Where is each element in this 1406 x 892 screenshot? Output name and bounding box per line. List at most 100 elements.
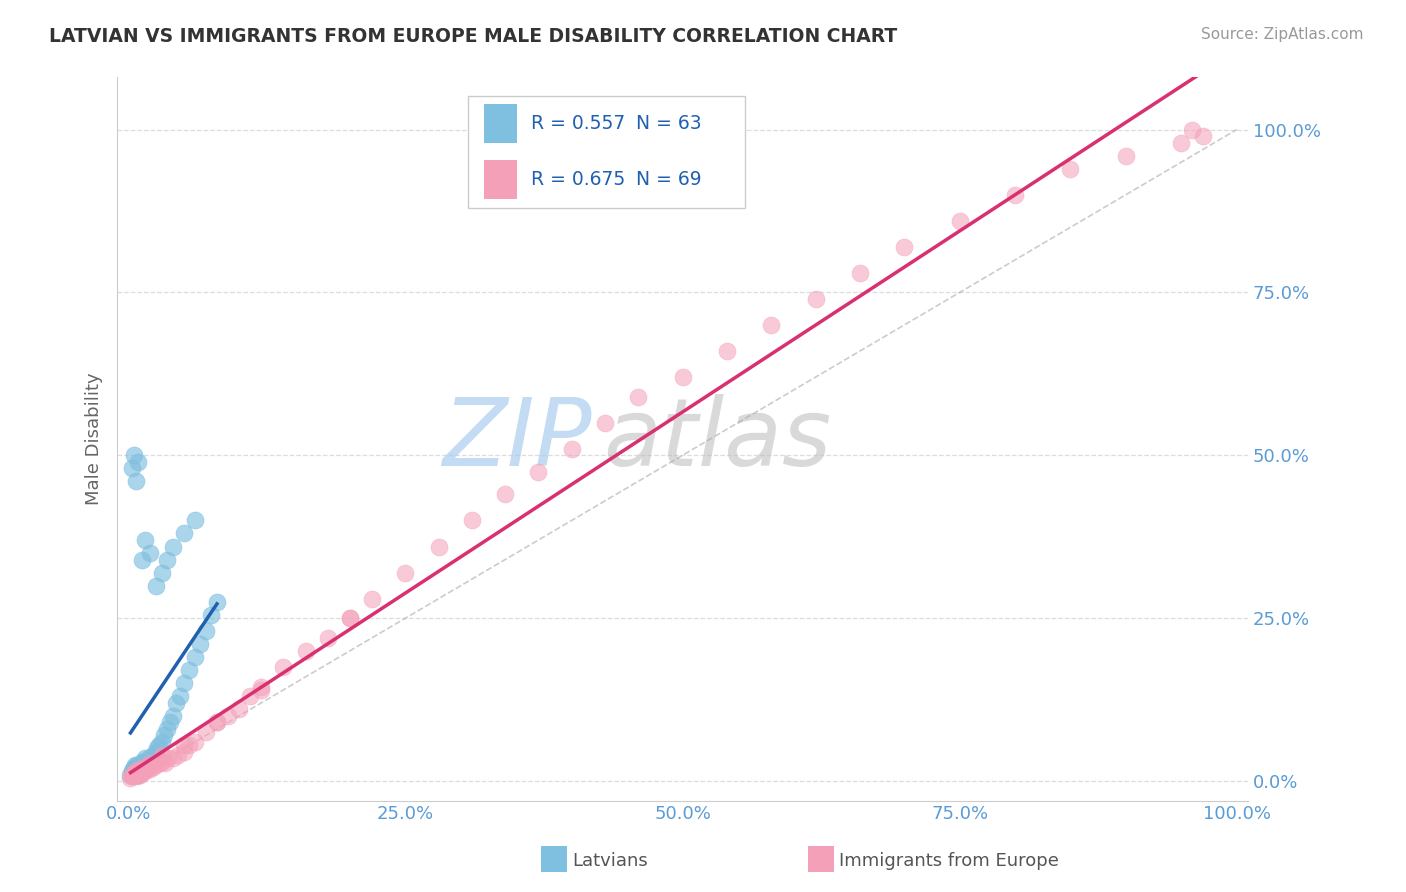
Point (893, 240, 915, 254)
Point (131, 766, 153, 780)
Point (120, 771, 142, 785)
Point (135, 757, 157, 772)
Point (136, 755, 159, 769)
Point (124, 757, 146, 772)
Point (716, 344, 738, 359)
Point (142, 747, 165, 762)
Point (125, 767, 148, 781)
Point (250, 682, 273, 697)
Point (136, 757, 159, 772)
Text: Immigrants from Europe: Immigrants from Europe (839, 852, 1059, 870)
Point (169, 690, 191, 704)
Point (157, 751, 180, 765)
Point (339, 611, 361, 625)
Point (173, 526, 195, 541)
Point (129, 764, 152, 779)
Point (135, 762, 157, 776)
FancyBboxPatch shape (468, 95, 745, 208)
Point (150, 566, 173, 580)
Point (205, 715, 228, 730)
Point (121, 769, 143, 783)
Point (527, 465, 550, 479)
Text: R = 0.675: R = 0.675 (531, 170, 626, 189)
FancyBboxPatch shape (484, 160, 517, 200)
Point (124, 766, 146, 780)
Point (128, 764, 150, 779)
Point (142, 747, 165, 762)
Point (131, 755, 153, 769)
Point (671, 370, 693, 384)
Point (127, 757, 149, 772)
Point (162, 540, 184, 554)
Text: N = 63: N = 63 (636, 114, 702, 133)
Point (156, 552, 179, 566)
Point (128, 757, 150, 772)
Point (128, 764, 150, 779)
Point (173, 676, 195, 690)
Point (173, 745, 195, 759)
Point (1192, 129, 1215, 144)
Point (125, 764, 148, 779)
Point (179, 663, 201, 677)
Point (134, 533, 156, 547)
Point (294, 644, 316, 658)
Point (134, 761, 156, 775)
Text: Latvians: Latvians (572, 852, 648, 870)
Point (127, 769, 149, 783)
Point (217, 709, 239, 723)
Point (122, 767, 145, 781)
Point (949, 214, 972, 228)
Point (205, 595, 228, 609)
Point (849, 266, 872, 280)
Point (1115, 148, 1137, 162)
Point (141, 751, 163, 765)
Point (131, 755, 153, 769)
Text: LATVIAN VS IMMIGRANTS FROM EUROPE MALE DISABILITY CORRELATION CHART: LATVIAN VS IMMIGRANTS FROM EUROPE MALE D… (49, 27, 897, 45)
Point (156, 722, 179, 736)
Point (122, 766, 145, 780)
Text: N = 69: N = 69 (636, 170, 702, 189)
Point (339, 611, 361, 625)
Point (593, 416, 616, 430)
Point (804, 292, 827, 306)
Point (194, 624, 217, 639)
Point (316, 631, 339, 645)
Point (1170, 136, 1192, 150)
Point (361, 591, 384, 606)
Point (250, 680, 273, 694)
Point (145, 745, 167, 759)
Text: ZIP: ZIP (443, 393, 592, 484)
Point (139, 756, 162, 770)
Point (131, 552, 153, 566)
Point (167, 747, 190, 762)
Point (128, 762, 150, 776)
Point (127, 766, 149, 780)
Point (125, 761, 148, 775)
Point (124, 767, 146, 781)
Text: Source: ZipAtlas.com: Source: ZipAtlas.com (1201, 27, 1364, 42)
Point (131, 762, 153, 776)
Point (159, 715, 181, 730)
Point (121, 762, 143, 776)
Point (134, 760, 156, 774)
Point (427, 540, 450, 554)
Point (162, 751, 184, 765)
Point (150, 747, 173, 762)
Point (122, 761, 145, 775)
Point (461, 513, 484, 527)
Point (122, 448, 145, 462)
Point (145, 757, 167, 772)
Point (124, 764, 146, 779)
Point (125, 475, 148, 489)
Point (146, 741, 169, 756)
Point (150, 735, 173, 749)
Point (148, 756, 170, 770)
Point (121, 764, 143, 779)
Point (184, 513, 207, 527)
Point (561, 442, 583, 456)
Point (184, 735, 207, 749)
Point (494, 487, 516, 501)
Point (1181, 122, 1204, 136)
Point (150, 755, 173, 769)
Text: R = 0.557: R = 0.557 (531, 114, 626, 133)
